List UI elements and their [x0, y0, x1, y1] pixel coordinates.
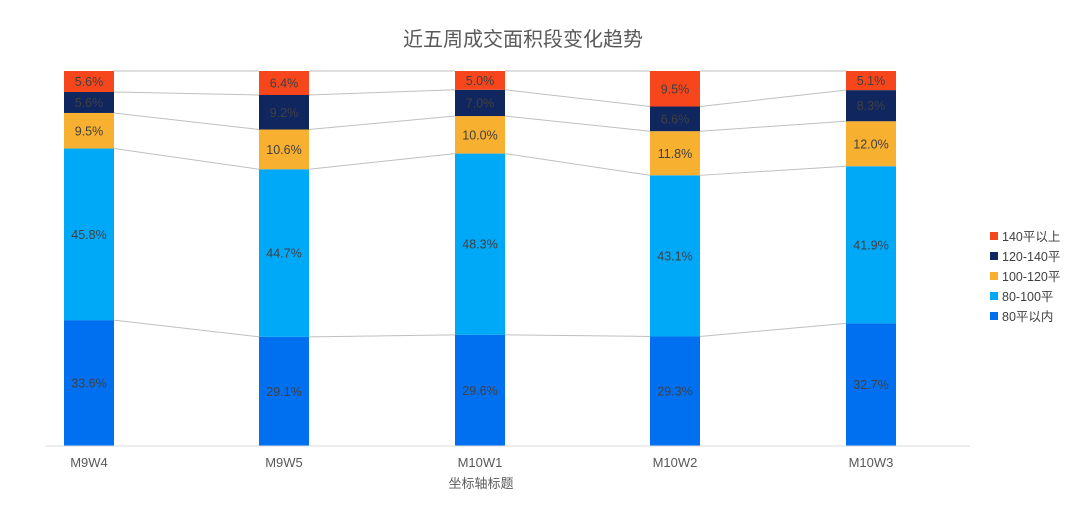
series-connector-line	[113, 91, 260, 96]
data-label: 6.6%	[661, 112, 690, 126]
data-label: 10.6%	[266, 143, 301, 157]
legend-label: 80-100平	[1002, 290, 1053, 304]
legend-label: 100-120平	[1002, 270, 1060, 284]
x-tick-label: M10W1	[458, 455, 503, 470]
x-tick-labels: M9W4 M9W5 M10W1 M10W2 M10W3	[70, 455, 893, 470]
x-tick-label: M9W5	[265, 455, 303, 470]
bar-segment	[650, 131, 700, 176]
bar-segment	[259, 336, 309, 446]
data-label: 9.5%	[75, 124, 104, 138]
legend-swatch	[990, 232, 998, 240]
x-tick-label: M10W2	[653, 455, 698, 470]
bar-segment	[846, 166, 896, 324]
bar-segment	[259, 71, 309, 95]
data-label: 33.6%	[71, 377, 106, 391]
data-label: 10.0%	[462, 128, 497, 142]
legend-label: 140平以上	[1002, 230, 1060, 244]
bar-segment	[455, 89, 505, 117]
data-label: 5.6%	[75, 96, 104, 110]
data-label: 8.3%	[857, 99, 886, 113]
bar-segment	[455, 334, 505, 446]
x-tick-label: M10W3	[849, 455, 894, 470]
data-label: 29.3%	[657, 385, 692, 399]
bar-segment	[846, 323, 896, 446]
legend-label: 80平以内	[1002, 310, 1053, 324]
bar-segment	[650, 106, 700, 132]
bar-segment	[64, 112, 114, 149]
bar-segment	[455, 116, 505, 154]
data-label: 45.8%	[71, 228, 106, 242]
legend-item: 120-140平	[990, 250, 1060, 264]
bar-segment	[64, 148, 114, 321]
series-connector-line	[504, 153, 651, 176]
legend-item: 140平以上	[990, 230, 1060, 244]
data-label: 5.6%	[75, 75, 104, 89]
x-tick-label: M9W4	[70, 455, 108, 470]
series-connector-lines	[113, 70, 847, 338]
data-label: 29.1%	[266, 385, 301, 399]
series-connector-line	[308, 89, 456, 96]
series-connector-line	[699, 165, 847, 176]
series-connector-line	[308, 153, 456, 170]
legend-item: 100-120平	[990, 270, 1060, 284]
data-label: 32.7%	[853, 378, 888, 392]
bar-segment	[846, 121, 896, 167]
series-connector-line	[504, 115, 651, 132]
bar-segment	[64, 91, 114, 113]
data-label: 12.0%	[853, 137, 888, 151]
legend-item: 80平以内	[990, 310, 1053, 324]
series-connector-line	[308, 115, 456, 130]
bar-segment	[650, 336, 700, 446]
bar-segment	[650, 71, 700, 107]
x-axis-title: 坐标轴标题	[448, 476, 513, 491]
data-label: 9.5%	[661, 82, 690, 96]
series-connector-line	[699, 322, 847, 337]
data-label: 44.7%	[266, 247, 301, 261]
data-label: 41.9%	[853, 238, 888, 252]
series-connector-line	[308, 334, 456, 338]
data-label: 5.0%	[466, 74, 495, 88]
bar-segment	[64, 320, 114, 446]
series-connector-line	[504, 334, 651, 337]
bar-segment	[259, 129, 309, 170]
legend-swatch	[990, 272, 998, 280]
chart-title: 近五周成交面积段变化趋势	[403, 28, 643, 51]
data-label: 29.6%	[462, 384, 497, 398]
bar-segment	[846, 71, 896, 91]
series-connector-line	[504, 89, 651, 108]
bar-segment	[259, 169, 309, 337]
series-connector-line	[699, 89, 847, 108]
data-label: 11.8%	[658, 147, 693, 161]
data-label: 5.1%	[857, 74, 886, 88]
data-label: 7.0%	[466, 96, 495, 110]
legend-swatch	[990, 252, 998, 260]
bar-segment	[455, 153, 505, 335]
bar-segment	[259, 95, 309, 130]
legend-label: 120-140平	[1002, 250, 1060, 264]
legend: 140平以上 120-140平 100-120平 80-100平 80平以内	[990, 230, 1060, 324]
bar-segment	[64, 71, 114, 92]
data-label: 48.3%	[462, 238, 497, 252]
legend-item: 80-100平	[990, 290, 1053, 304]
bars-group: 33.6% 45.8% 9.5% 5.6% 5.6% 29.1% 44.7% 10.6% 9.2…	[64, 71, 896, 446]
series-connector-line	[113, 112, 260, 130]
data-label: 6.4%	[270, 77, 299, 91]
bar-segment	[846, 90, 896, 122]
series-connector-line	[113, 319, 260, 338]
data-label: 43.1%	[657, 249, 692, 263]
bar-segment	[650, 175, 700, 337]
legend-swatch	[990, 292, 998, 300]
legend-swatch	[990, 312, 998, 320]
series-connector-line	[113, 148, 260, 170]
data-label: 9.2%	[270, 106, 299, 120]
series-connector-line	[699, 120, 847, 132]
bar-segment	[455, 71, 505, 90]
